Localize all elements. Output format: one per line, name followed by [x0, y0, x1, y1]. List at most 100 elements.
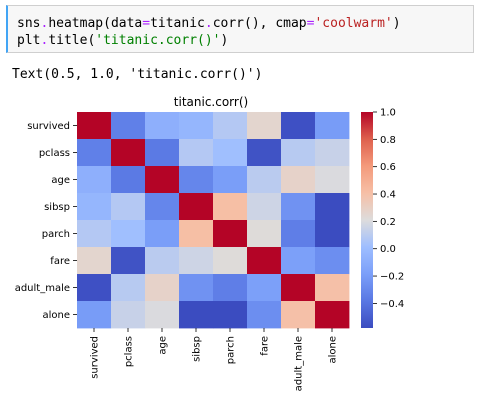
colorbar-tick-label: −0.4: [380, 299, 404, 310]
heatmap-cell: [213, 166, 248, 194]
heatmap-cell: [179, 274, 214, 302]
heatmap-cell: [213, 139, 248, 167]
code-token: (: [87, 33, 96, 48]
code-token: ): [220, 33, 229, 48]
heatmap-cell: [77, 166, 112, 194]
heatmap-cell: [77, 301, 112, 329]
heatmap-cell: [281, 220, 316, 248]
heatmap-cell: [281, 112, 316, 140]
heatmap-cell: [281, 139, 316, 167]
heatmap-cell: [247, 274, 282, 302]
heatmap-cell: [111, 247, 146, 275]
colorbar-tick-label: 0.8: [380, 135, 396, 146]
heatmap-cell: [179, 139, 214, 167]
heatmap-cell: [281, 247, 316, 275]
heatmap-cell: [77, 220, 112, 248]
heatmap-cell: [213, 247, 248, 275]
heatmap-cell: [111, 220, 146, 248]
code-token: data: [110, 16, 143, 31]
heatmap-cell: [145, 274, 180, 302]
colorbar-ticks: 1.0 0.8 0.6 0.4 0.2 0.0 −0.2 −0.4: [373, 108, 404, 310]
code-line-2: plt.title('titanic.corr()'): [17, 32, 228, 49]
heatmap-cell: [247, 220, 282, 248]
heatmap-cell: [247, 301, 282, 329]
code-token: (: [103, 16, 111, 31]
column-label: age: [158, 336, 169, 355]
heatmap-cell: [315, 193, 350, 221]
heatmap-cell: [145, 220, 180, 248]
heatmap-cell: [315, 274, 350, 302]
colorbar: [361, 112, 373, 328]
heatmap-cell: [247, 247, 282, 275]
code-token: 'titanic.corr()': [95, 33, 221, 48]
heatmap-cell: [111, 193, 146, 221]
heatmap-cells: [77, 112, 350, 329]
heatmap-cell: [281, 166, 316, 194]
column-label: fare: [260, 336, 271, 356]
heatmap-cell: [315, 166, 350, 194]
heatmap-cell: [77, 247, 112, 275]
heatmap-cell: [145, 247, 180, 275]
heatmap-cell: [145, 139, 180, 167]
column-label: pclass: [124, 336, 135, 367]
chart-title: titanic.corr(): [174, 95, 248, 109]
heatmap-cell: [179, 247, 214, 275]
heatmap-cell: [281, 301, 316, 329]
heatmap-cell: [281, 193, 316, 221]
column-label: alone: [328, 336, 339, 364]
colorbar-tick-label: −0.2: [380, 272, 404, 283]
code-token: heatmap: [48, 16, 104, 31]
heatmap-cell: [111, 139, 146, 167]
heatmap-cell: [179, 301, 214, 329]
heatmap-cell: [145, 193, 180, 221]
heatmap-cell: [111, 301, 146, 329]
heatmap-cell: [247, 193, 282, 221]
heatmap-cell: [179, 112, 214, 140]
heatmap-cell: [179, 220, 214, 248]
row-label: survived: [27, 121, 70, 132]
column-label: adult_male: [294, 336, 305, 391]
code-token: cmap: [275, 16, 307, 31]
code-token: corr: [212, 16, 245, 31]
code-token: titanic: [150, 16, 205, 31]
row-label: pclass: [39, 148, 70, 159]
heatmap-cell: [145, 112, 180, 140]
heatmap-cell: [315, 301, 350, 329]
heatmap-cell: [145, 301, 180, 329]
heatmap-cell: [315, 220, 350, 248]
heatmap-cell: [247, 112, 282, 140]
heatmap-cell: [111, 166, 146, 194]
row-label: adult_male: [15, 283, 70, 294]
heatmap-cell: [77, 193, 112, 221]
code-cell[interactable]: sns.heatmap(data=titanic.corr(), cmap='c…: [6, 5, 474, 53]
code-token: .: [40, 33, 49, 48]
colorbar-tick-label: 0.2: [380, 217, 396, 228]
heatmap-cell: [77, 139, 112, 167]
code-token: ): [392, 16, 401, 31]
column-labels: survived pclass age sibsp parch fare adult_mal…: [90, 328, 339, 391]
heatmap-cell: [213, 301, 248, 329]
code-token: title: [48, 33, 88, 48]
heatmap-cell: [111, 274, 146, 302]
column-label: parch: [226, 336, 237, 364]
column-label: sibsp: [192, 336, 203, 362]
code-token: sns: [17, 16, 41, 31]
heatmap-cell: [315, 112, 350, 140]
heatmap-cell: [315, 247, 350, 275]
column-label: survived: [90, 336, 101, 379]
heatmap-cell: [179, 166, 214, 194]
output-text: Text(0.5, 1.0, 'titanic.corr()'): [12, 67, 263, 82]
colorbar-tick-label: 0.6: [380, 162, 396, 173]
heatmap-cell: [213, 112, 248, 140]
colorbar-tick-label: 0.4: [380, 190, 396, 201]
code-token: (): [244, 16, 260, 31]
row-label: age: [51, 175, 70, 186]
row-label: alone: [42, 310, 70, 321]
code-token: .: [204, 16, 213, 31]
heatmap-cell: [315, 139, 350, 167]
heatmap-cell: [247, 139, 282, 167]
heatmap-cell: [77, 112, 112, 140]
heatmap-cell: [111, 112, 146, 140]
row-label: sibsp: [44, 202, 70, 213]
